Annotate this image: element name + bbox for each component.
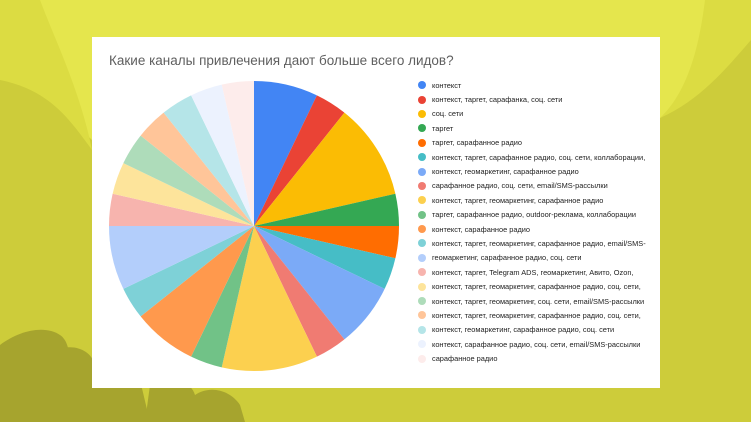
legend-item[interactable]: контекст [418, 78, 646, 92]
legend-label: контекст [432, 80, 462, 90]
legend-color-dot-icon [418, 124, 426, 133]
pie-slice[interactable] [254, 112, 396, 226]
pie-slice[interactable] [123, 135, 254, 226]
pie-slice[interactable] [221, 226, 317, 371]
legend-color-dot-icon [418, 268, 426, 277]
legend-color-dot-icon [418, 340, 426, 349]
legend-color-dot-icon [418, 167, 426, 176]
pie-slice[interactable] [254, 95, 345, 226]
legend-color-dot-icon [418, 253, 426, 262]
pie-slice[interactable] [254, 226, 399, 259]
legend-item[interactable]: контекст, сарафанное радио, соц. сети, e… [418, 337, 646, 351]
legend-color-dot-icon [418, 239, 426, 248]
legend-item[interactable]: сарафанное радио [418, 351, 646, 365]
legend-label: контекст, таргет, геомаркетинг, соц. сет… [432, 296, 645, 306]
legend-label: контекст, геомаркетинг, сарафанное радио [432, 167, 579, 177]
chart-panel: Какие каналы привлечения дают больше все… [92, 37, 660, 388]
legend-item[interactable]: контекст, сарафанное радио [418, 222, 646, 236]
legend-label: контекст, таргет, геомаркетинг, сарафанн… [432, 282, 641, 292]
legend-color-dot-icon [418, 325, 426, 334]
legend-label: сарафанное радио, соц. сети, email/SMS-р… [432, 181, 608, 191]
legend-label: контекст, таргет, Telegram ADS, геомарке… [432, 267, 634, 277]
legend-item[interactable]: соц. сети [418, 107, 646, 121]
legend-color-dot-icon [418, 225, 426, 234]
legend-item[interactable]: геомаркетинг, сарафанное радио, соц. сет… [418, 251, 646, 265]
legend-color-dot-icon [418, 138, 426, 147]
pie-slice[interactable] [254, 193, 399, 226]
legend-label: сарафанное радио [432, 354, 498, 364]
legend-label: соц. сети [432, 109, 464, 119]
legend-item[interactable]: контекст, таргет, геомаркетинг, сарафанн… [418, 236, 646, 250]
legend-color-dot-icon [418, 81, 426, 90]
legend-item[interactable]: контекст, таргет, сарафанное радио, соц.… [418, 150, 646, 164]
legend-item[interactable]: контекст, таргет, сарафанка, соц. сети [418, 92, 646, 106]
pie-chart [109, 81, 399, 371]
legend-item[interactable]: контекст, таргет, геомаркетинг, сарафанн… [418, 193, 646, 207]
pie-slice[interactable] [254, 226, 396, 289]
pie-slice[interactable] [140, 112, 254, 226]
pie-slice[interactable] [191, 226, 254, 368]
legend-color-dot-icon [418, 95, 426, 104]
legend-color-dot-icon [418, 311, 426, 320]
legend-label: геомаркетинг, сарафанное радио, соц. сет… [432, 253, 582, 263]
legend-label: контекст, сарафанное радио [432, 224, 531, 234]
legend-item[interactable]: сарафанное радио, соц. сети, email/SMS-р… [418, 179, 646, 193]
legend-item[interactable]: таргет, сарафанное радио, outdoor-реклам… [418, 208, 646, 222]
legend-label: контекст, сарафанное радио, соц. сети, e… [432, 339, 641, 349]
legend-label: таргет [432, 123, 454, 133]
legend-label: контекст, таргет, геомаркетинг, сарафанн… [432, 310, 641, 320]
pie-slice[interactable] [109, 193, 254, 226]
pie-slice[interactable] [254, 81, 317, 226]
chart-legend: контекст контекст, таргет, сарафанка, соц… [418, 78, 646, 366]
decor-logo-text [0, 329, 245, 422]
legend-label: таргет, сарафанное радио, outdoor-реклам… [432, 210, 636, 220]
legend-label: таргет, сарафанное радио [432, 138, 523, 148]
pie-slice[interactable] [112, 163, 254, 226]
legend-item[interactable]: контекст, таргет, Telegram ADS, геомарке… [418, 265, 646, 279]
legend-color-dot-icon [418, 354, 426, 363]
legend-color-dot-icon [418, 210, 426, 219]
legend-item[interactable]: контекст, таргет, геомаркетинг, сарафанн… [418, 308, 646, 322]
pie-slice[interactable] [221, 81, 254, 226]
pie-slice[interactable] [123, 226, 254, 317]
legend-color-dot-icon [418, 109, 426, 118]
legend-label: контекст, таргет, геомаркетинг, сарафанн… [432, 238, 646, 248]
legend-item[interactable]: контекст, геомаркетинг, сарафанное радио… [418, 323, 646, 337]
pie-slice[interactable] [109, 226, 254, 289]
legend-item[interactable]: контекст, геомаркетинг, сарафанное радио [418, 164, 646, 178]
legend-item[interactable]: контекст, таргет, геомаркетинг, сарафанн… [418, 279, 646, 293]
pie-slice[interactable] [254, 226, 345, 357]
chart-title: Какие каналы привлечения дают больше все… [109, 53, 454, 68]
legend-item[interactable]: контекст, таргет, геомаркетинг, соц. сет… [418, 294, 646, 308]
legend-color-dot-icon [418, 196, 426, 205]
legend-color-dot-icon [418, 153, 426, 162]
legend-color-dot-icon [418, 282, 426, 291]
legend-label: контекст, таргет, сарафанное радио, соц.… [432, 152, 646, 162]
legend-color-dot-icon [418, 297, 426, 306]
legend-color-dot-icon [418, 181, 426, 190]
legend-label: контекст, таргет, геомаркетинг, сарафанн… [432, 195, 604, 205]
legend-item[interactable]: таргет, сарафанное радио [418, 136, 646, 150]
pie-slice[interactable] [254, 226, 385, 340]
legend-label: контекст, геомаркетинг, сарафанное радио… [432, 325, 615, 335]
legend-item[interactable]: таргет [418, 121, 646, 135]
pie-slice[interactable] [163, 95, 254, 226]
pie-slice[interactable] [140, 226, 254, 357]
pie-slice[interactable] [191, 84, 254, 226]
legend-label: контекст, таргет, сарафанка, соц. сети [432, 95, 563, 105]
